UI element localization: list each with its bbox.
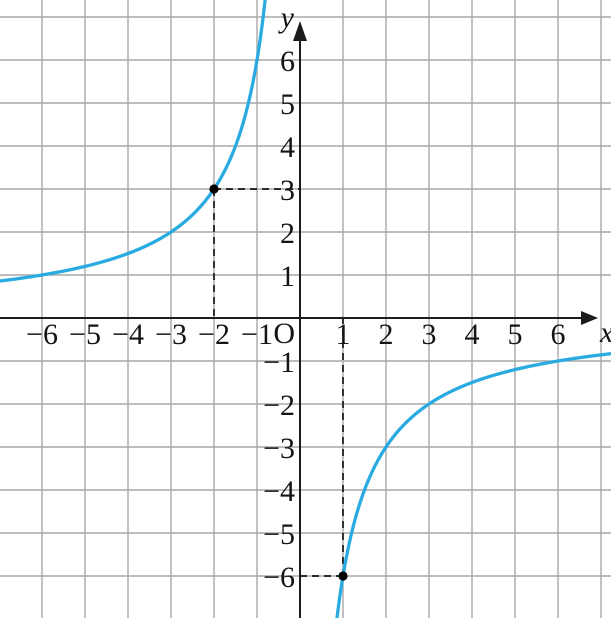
y-tick-label: 4 <box>280 131 295 164</box>
x-tick-label: 2 <box>379 318 394 351</box>
hyperbola-branch <box>335 352 611 618</box>
x-tick-label: −4 <box>112 318 144 351</box>
y-tick-label: −2 <box>263 389 295 422</box>
y-tick-label: −6 <box>263 561 295 594</box>
x-axis-arrow-icon <box>581 311 598 325</box>
y-tick-label: 5 <box>280 88 295 121</box>
x-tick-label: −6 <box>26 318 58 351</box>
y-tick-label: −4 <box>263 475 295 508</box>
y-tick-label: 6 <box>280 45 295 78</box>
x-tick-label: 6 <box>551 318 566 351</box>
x-tick-label: −5 <box>69 318 101 351</box>
y-tick-label: 1 <box>280 260 295 293</box>
x-tick-label: −3 <box>155 318 187 351</box>
y-tick-label: −5 <box>263 518 295 551</box>
marked-point <box>338 571 348 581</box>
y-axis-label: y <box>278 1 295 34</box>
y-tick-label: −3 <box>263 432 295 465</box>
y-tick-label: 2 <box>280 217 295 250</box>
x-tick-label: −1 <box>241 318 273 351</box>
x-tick-label: 1 <box>336 318 351 351</box>
origin-label: O <box>273 317 295 350</box>
x-tick-label: 4 <box>465 318 480 351</box>
x-tick-label: 3 <box>422 318 437 351</box>
x-tick-label: 5 <box>508 318 523 351</box>
x-tick-label: −2 <box>198 318 230 351</box>
marked-point <box>209 184 219 194</box>
hyperbola-branch <box>0 0 267 283</box>
y-tick-label: −1 <box>263 346 295 379</box>
y-tick-label: 3 <box>280 174 295 207</box>
x-axis-label: x <box>599 316 611 349</box>
y-axis-arrow-icon <box>293 21 307 41</box>
